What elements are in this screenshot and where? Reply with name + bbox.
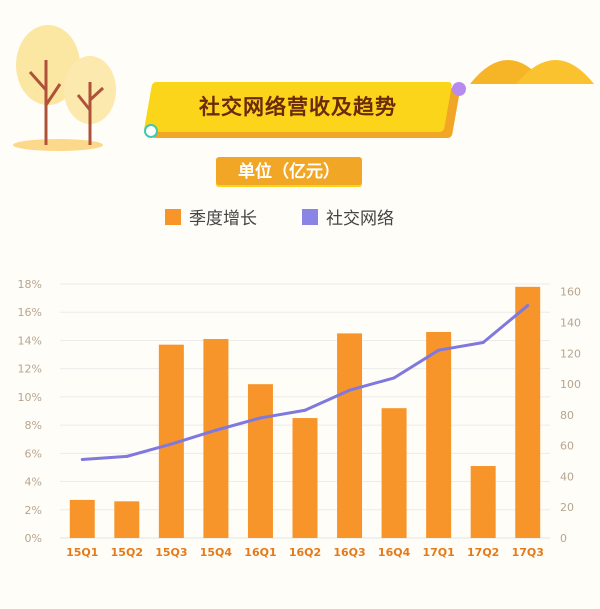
- x-tick-label: 17Q1: [422, 546, 454, 559]
- bar-15Q1: [69, 499, 95, 538]
- bar-15Q2: [114, 501, 140, 538]
- line-point-15Q1: [80, 457, 84, 461]
- legend-line-label: 社交网络: [326, 209, 394, 229]
- x-tick-label: 16Q1: [244, 546, 276, 559]
- bar-17Q3: [515, 286, 541, 538]
- bar-16Q3: [337, 333, 363, 538]
- left-tick-label: 16%: [18, 306, 42, 319]
- bar-16Q4: [381, 408, 407, 538]
- right-tick-label: 20: [560, 501, 574, 514]
- right-tick-label: 40: [560, 470, 574, 483]
- right-tick-label: 120: [560, 347, 581, 360]
- decor-dot-purple: [452, 82, 466, 96]
- bar-15Q4: [203, 339, 229, 538]
- line-point-17Q1: [437, 348, 441, 352]
- line-point-16Q3: [348, 388, 352, 392]
- legend-line-swatch: [302, 208, 318, 225]
- bar-17Q2: [470, 466, 496, 538]
- line-point-16Q2: [303, 408, 307, 412]
- bar-16Q1: [247, 384, 273, 538]
- line-point-16Q1: [258, 416, 262, 420]
- right-tick-label: 80: [560, 409, 574, 422]
- bar-16Q2: [292, 418, 318, 538]
- right-tick-label: 0: [560, 532, 567, 545]
- right-tick-label: 100: [560, 378, 581, 391]
- x-tick-label: 15Q3: [155, 546, 187, 559]
- hill-decoration-icon: [470, 60, 594, 84]
- right-tick-label: 60: [560, 440, 574, 453]
- line-point-15Q2: [125, 454, 129, 458]
- right-tick-label: 140: [560, 316, 581, 329]
- left-tick-label: 2%: [25, 504, 42, 517]
- x-tick-label: 17Q3: [512, 546, 544, 559]
- left-tick-label: 8%: [25, 419, 42, 432]
- x-tick-label: 16Q3: [333, 546, 365, 559]
- left-tick-label: 14%: [18, 334, 42, 347]
- unit-label: 单位（亿元）: [216, 157, 362, 187]
- left-tick-label: 4%: [25, 476, 42, 489]
- legend-bar-label: 季度增长: [189, 209, 257, 229]
- right-tick-label: 160: [560, 286, 581, 299]
- line-point-15Q3: [169, 442, 173, 446]
- tree-decoration-icon: [13, 25, 116, 151]
- x-tick-label: 17Q2: [467, 546, 499, 559]
- left-tick-label: 6%: [25, 447, 42, 460]
- legend-line: 社交网络: [302, 204, 394, 229]
- legend-bar: 季度增长: [165, 204, 257, 229]
- line-point-16Q4: [392, 376, 396, 380]
- legend-bar-swatch: [165, 208, 181, 225]
- x-tick-label: 16Q4: [378, 546, 411, 559]
- x-tick-label: 15Q4: [200, 546, 233, 559]
- left-tick-label: 12%: [18, 363, 42, 376]
- decor-dot-green: [144, 124, 158, 138]
- left-tick-label: 18%: [18, 278, 42, 291]
- chart-title: 社交网络营收及趋势: [199, 95, 397, 119]
- line-point-15Q4: [214, 428, 218, 432]
- x-tick-label: 16Q2: [289, 546, 321, 559]
- line-point-17Q2: [481, 340, 485, 344]
- left-tick-label: 0%: [25, 532, 42, 545]
- line-point-17Q3: [526, 304, 530, 308]
- left-tick-label: 10%: [18, 391, 42, 404]
- x-tick-label: 15Q2: [111, 546, 143, 559]
- bar-17Q1: [426, 331, 452, 538]
- x-tick-label: 15Q1: [66, 546, 98, 559]
